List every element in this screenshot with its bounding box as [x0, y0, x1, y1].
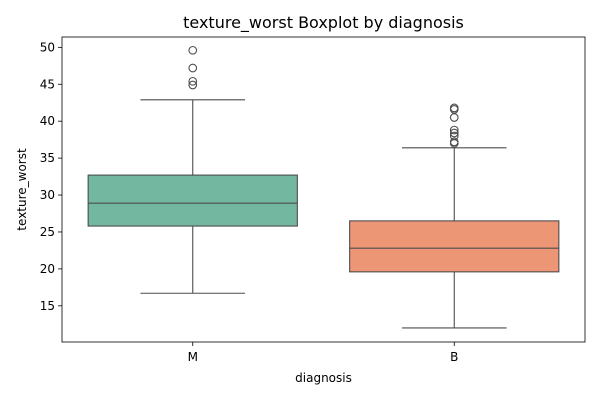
iqr-box: [87, 174, 298, 227]
chart-title: texture_worst Boxplot by diagnosis: [183, 13, 464, 33]
y-tick-label: 35: [40, 151, 55, 165]
iqr-box: [349, 220, 560, 273]
outlier-point: [188, 76, 198, 86]
plot-area-frame: [61, 36, 586, 343]
boxes-layer: [87, 45, 560, 329]
y-tick-label: 15: [40, 299, 55, 313]
outlier-point: [449, 113, 459, 122]
outlier-point: [449, 128, 459, 138]
y-tick-label: 50: [40, 40, 55, 54]
outlier-point: [188, 80, 198, 90]
x-tick-label: M: [188, 350, 198, 364]
box-group-B: [349, 103, 560, 329]
x-tick-label: B: [450, 350, 458, 364]
x-axis-label: diagnosis: [295, 371, 352, 385]
outlier-point: [188, 63, 198, 73]
y-axis-label: texture_worst: [15, 148, 29, 231]
outlier-point: [449, 137, 459, 147]
y-tick-label: 20: [40, 262, 55, 276]
outlier-point: [188, 45, 198, 55]
y-tick-label: 30: [40, 188, 55, 202]
outlier-point: [449, 125, 459, 135]
outlier-point: [449, 103, 459, 113]
y-tick-label: 40: [40, 114, 55, 128]
box-group-M: [87, 45, 298, 294]
outlier-point: [449, 131, 459, 141]
y-tick-label: 45: [40, 77, 55, 91]
y-tick-label: 25: [40, 225, 55, 239]
y-axis: 15 20 25 30 35 40 45 50: [40, 40, 62, 313]
